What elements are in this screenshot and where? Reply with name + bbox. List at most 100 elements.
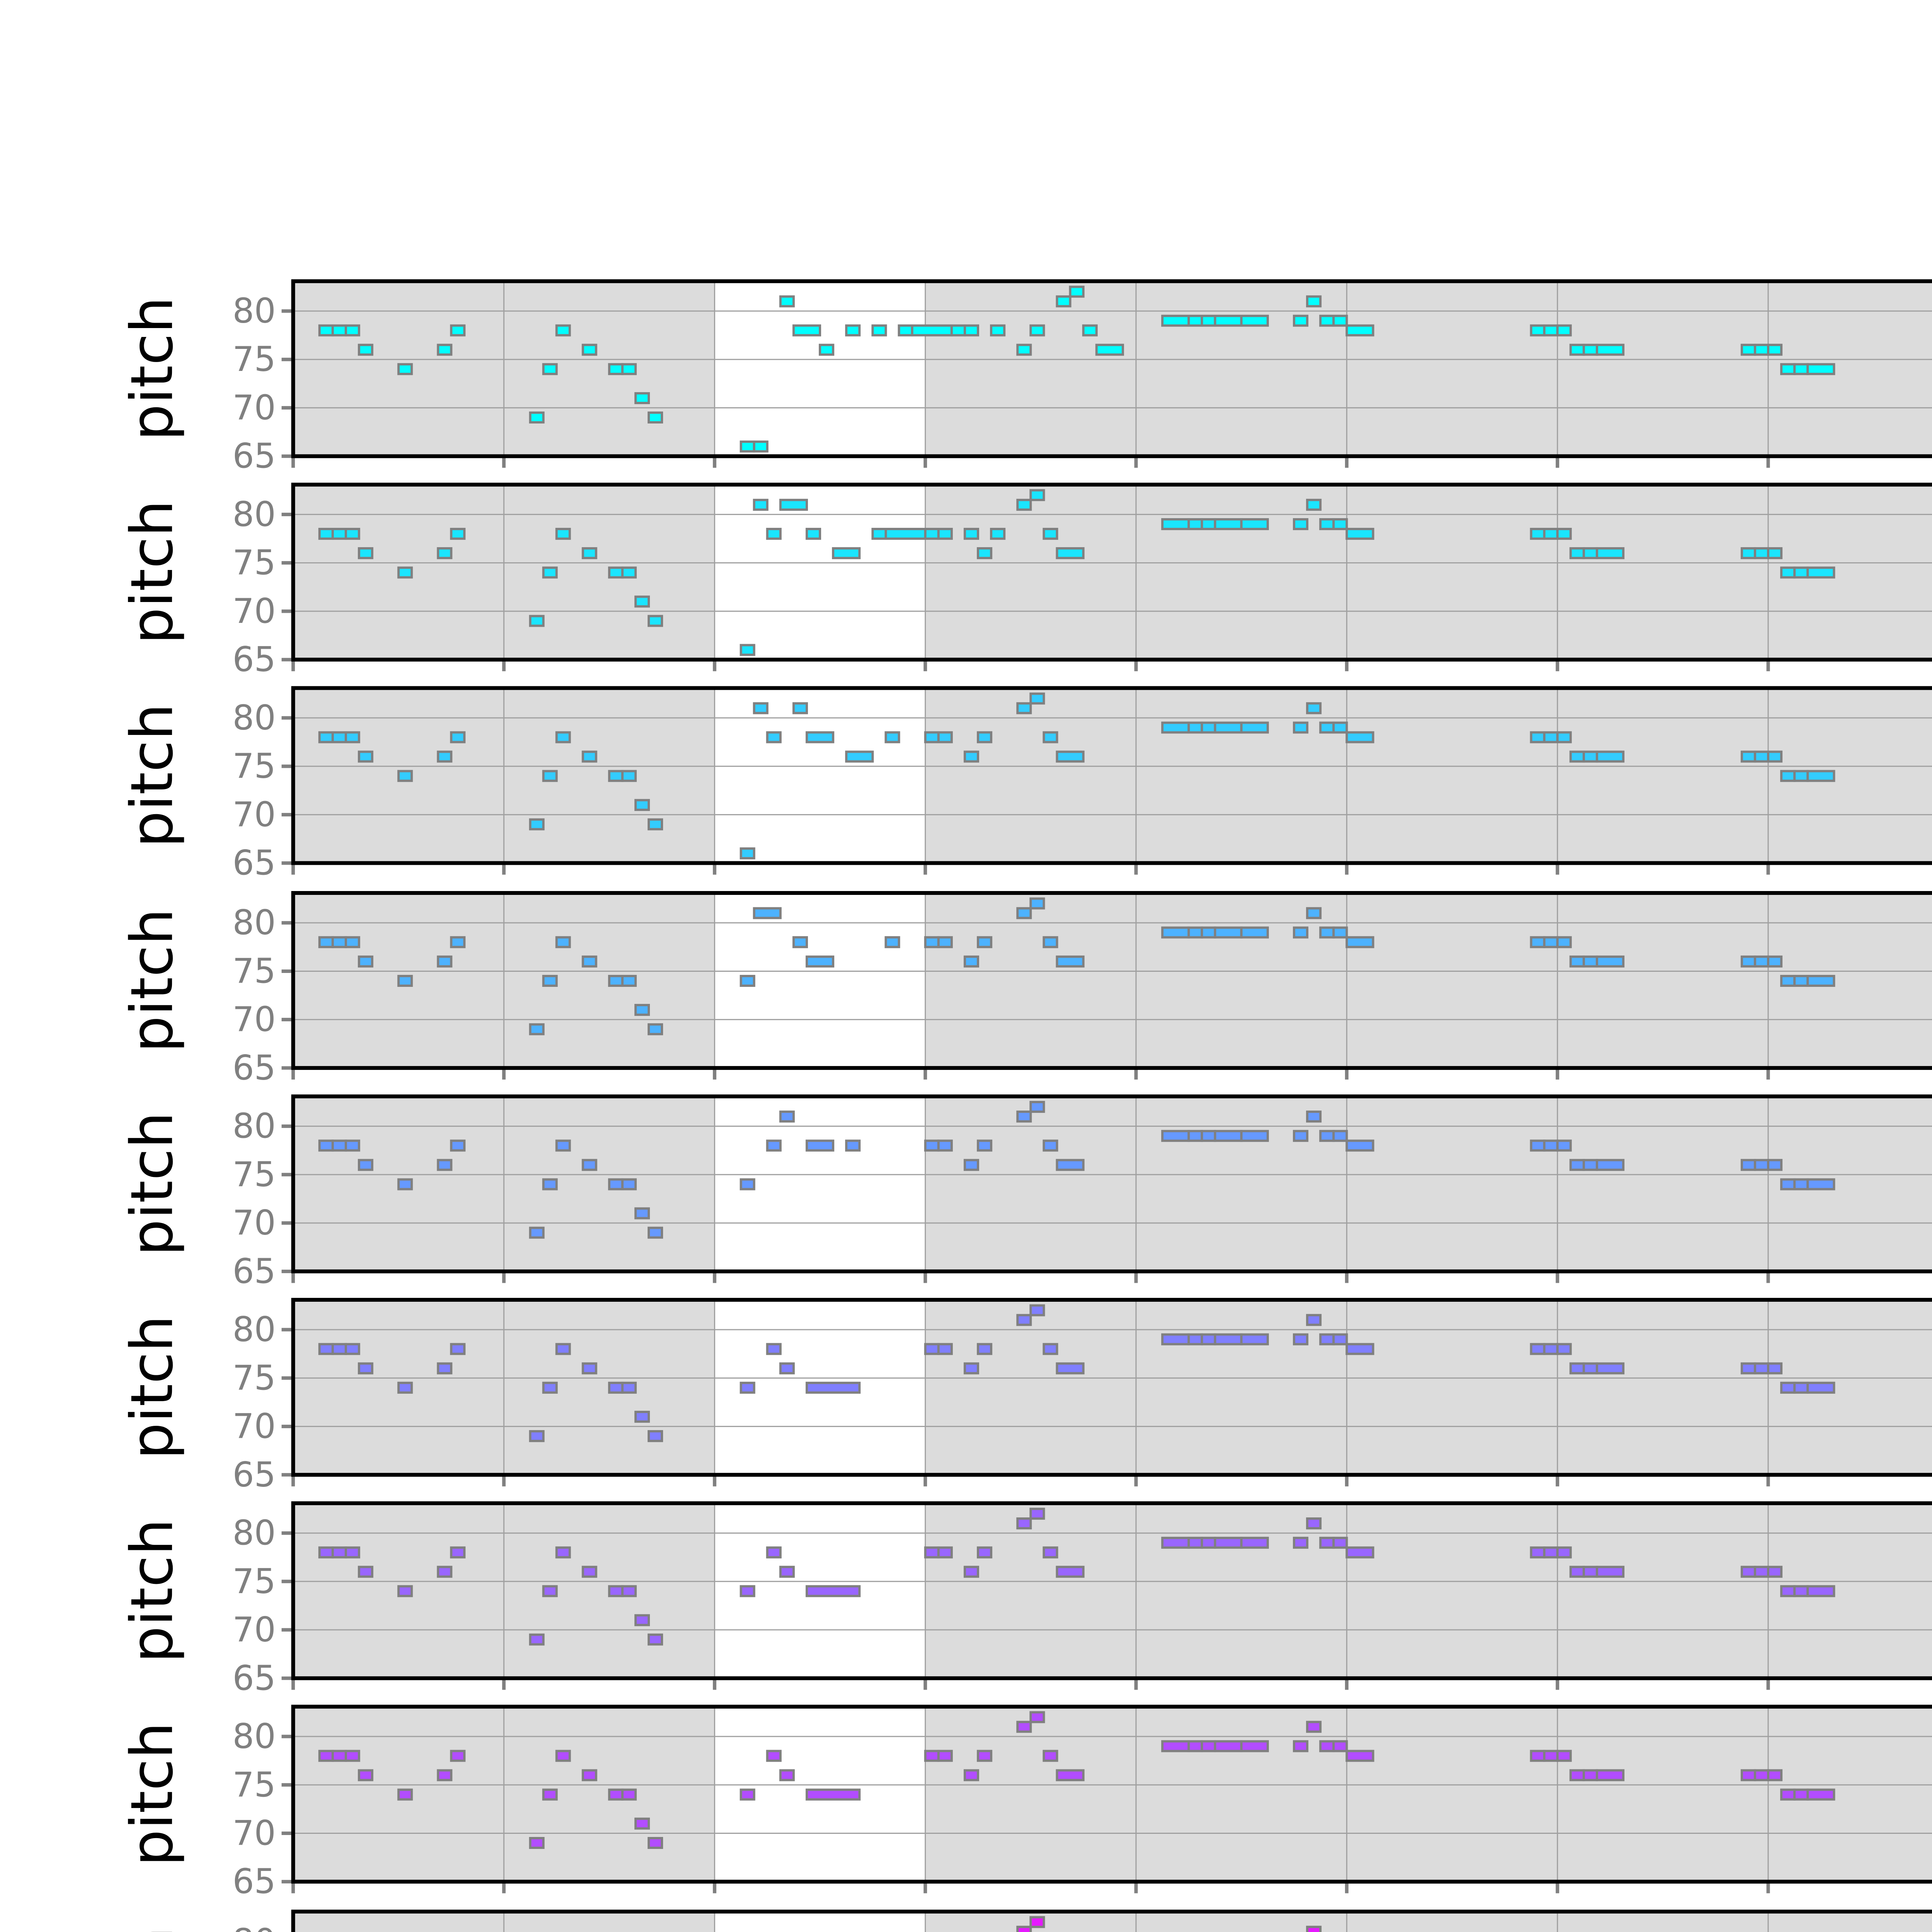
note <box>331 936 347 948</box>
note <box>555 324 571 337</box>
highlight-region <box>714 281 925 456</box>
y-tick-label: 65 <box>233 1658 276 1698</box>
note <box>1240 518 1269 530</box>
note <box>1543 1139 1559 1152</box>
panel-frame <box>291 279 1932 458</box>
note <box>871 527 887 540</box>
note <box>1201 1333 1216 1345</box>
panel-frame <box>291 686 1932 865</box>
note <box>937 1750 953 1762</box>
note <box>1056 1769 1085 1781</box>
note <box>358 1769 374 1781</box>
note <box>318 1750 334 1762</box>
note <box>1530 1750 1546 1762</box>
note <box>1201 926 1216 939</box>
note <box>1569 750 1585 763</box>
note <box>819 344 835 356</box>
y-tick-label: 65 <box>233 639 276 679</box>
note <box>1753 955 1770 968</box>
note <box>318 324 334 337</box>
note <box>1780 566 1796 579</box>
note <box>1319 1333 1335 1345</box>
note <box>1793 770 1809 782</box>
note <box>1161 518 1190 530</box>
y-tick-label: 65 <box>233 436 276 476</box>
note <box>779 1566 795 1578</box>
note <box>1569 955 1585 968</box>
highlight-region <box>714 688 925 863</box>
y-tick-label: 80 <box>233 698 276 738</box>
y-axis-title: pitch <box>119 1927 186 1932</box>
note <box>1029 897 1045 910</box>
note <box>1753 1159 1770 1171</box>
note <box>608 975 624 987</box>
note <box>1056 295 1071 308</box>
note <box>1240 1740 1269 1752</box>
note <box>555 731 571 743</box>
note <box>1293 1740 1309 1752</box>
note <box>1740 955 1756 968</box>
panel-frame <box>291 1094 1932 1274</box>
note <box>345 936 361 948</box>
note <box>1306 1721 1322 1733</box>
note <box>450 1139 466 1152</box>
note <box>331 324 347 337</box>
note <box>608 363 624 375</box>
note <box>1543 1343 1559 1355</box>
note <box>358 750 374 763</box>
note <box>1740 1566 1756 1578</box>
note <box>542 1381 558 1394</box>
note <box>740 847 755 860</box>
y-tick-label: 75 <box>233 1765 276 1804</box>
note <box>1029 1304 1045 1316</box>
note <box>647 1633 663 1646</box>
note <box>977 547 993 560</box>
note <box>647 615 663 627</box>
note <box>1332 1333 1348 1345</box>
y-tick-label: 75 <box>233 951 276 991</box>
note <box>937 731 953 743</box>
panel-background <box>293 1096 1932 1272</box>
panel-frame <box>291 1298 1932 1477</box>
note <box>555 936 571 948</box>
note <box>634 1817 650 1830</box>
note <box>1595 547 1625 560</box>
note <box>1332 1130 1348 1142</box>
note <box>1214 1740 1243 1752</box>
note <box>1016 1314 1032 1326</box>
note <box>1016 1111 1032 1123</box>
note <box>1753 1769 1770 1781</box>
y-tick-label: 80 <box>233 903 276 942</box>
note <box>1767 1769 1783 1781</box>
note <box>1214 518 1243 530</box>
note <box>1569 1769 1585 1781</box>
note <box>963 750 980 763</box>
panel-background <box>293 281 1932 456</box>
note <box>1161 1740 1190 1752</box>
note <box>924 731 940 743</box>
note <box>647 411 663 423</box>
note <box>621 363 637 375</box>
note <box>1345 936 1374 948</box>
note <box>529 1226 545 1239</box>
note <box>1293 518 1309 530</box>
note <box>1306 1111 1322 1123</box>
note <box>1043 1546 1058 1559</box>
note <box>634 595 650 608</box>
note <box>529 1633 545 1646</box>
note <box>1569 1362 1585 1374</box>
note <box>358 955 374 968</box>
note <box>1043 731 1058 743</box>
note <box>1043 527 1058 540</box>
note <box>582 1159 597 1171</box>
note <box>1543 527 1559 540</box>
note <box>792 702 808 714</box>
note <box>358 1566 374 1578</box>
note <box>884 731 900 743</box>
note <box>437 344 452 356</box>
note <box>542 770 558 782</box>
note <box>647 1023 663 1036</box>
note <box>542 1788 558 1801</box>
